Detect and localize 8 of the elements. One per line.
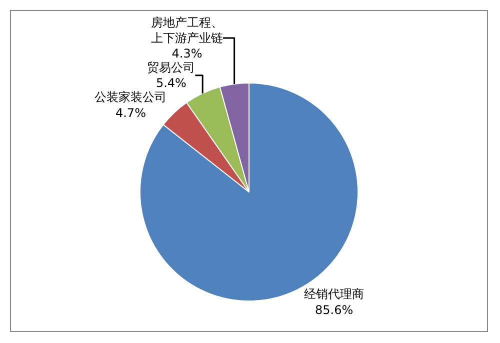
data-label: 4.7% [115, 106, 146, 120]
slice-label: 房地产工程、上下游产业链 [151, 15, 224, 45]
slice-label: 经销代理商 [304, 287, 364, 302]
data-label: 4.3% [172, 46, 202, 61]
data-label: 85.6% [314, 302, 354, 317]
slice-label: 公装家装公司 [94, 90, 167, 104]
data-label: 5.4% [156, 76, 186, 90]
slice-label: 贸易公司 [147, 60, 196, 75]
